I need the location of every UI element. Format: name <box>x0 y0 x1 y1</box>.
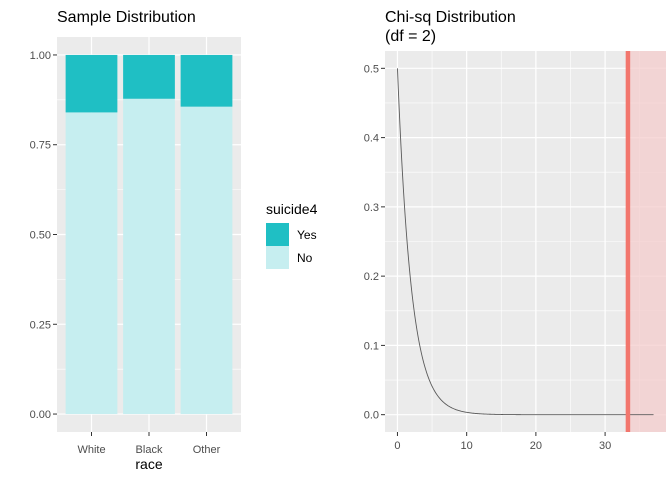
left-x-tick-label: White <box>77 444 105 456</box>
right-x-tick-label: 30 <box>599 440 611 452</box>
bar-other-yes <box>180 54 233 107</box>
right-chart-title-line-2: (df = 2) <box>385 28 436 45</box>
left-x-axis: White Black Other <box>77 432 221 456</box>
left-bars <box>65 54 233 415</box>
right-marks <box>397 51 666 432</box>
legend-title: suicide4 <box>266 201 318 217</box>
left-x-tick-label: Other <box>193 444 221 456</box>
left-x-tick-label: Black <box>136 444 163 456</box>
right-y-tick-label: 0.5 <box>364 63 379 75</box>
bar-white-no <box>65 112 118 415</box>
legend-swatch-yes <box>266 223 289 246</box>
right-chart: Chi-sq Distribution (df = 2) 0.00.10.20.… <box>364 9 666 452</box>
left-y-axis: 0.00 0.25 0.50 0.75 1.00 <box>30 50 57 421</box>
right-y-tick-label: 0.1 <box>364 340 379 352</box>
left-x-axis-title: race <box>135 456 162 472</box>
bar-black-no <box>123 98 175 415</box>
rejection-region <box>627 51 666 432</box>
legend-items: Yes No <box>266 223 317 269</box>
right-y-tick-label: 0.2 <box>364 271 379 283</box>
bar-other-no <box>180 106 233 415</box>
bar-black-yes <box>123 54 175 99</box>
left-y-tick-label: 0.75 <box>30 140 51 152</box>
legend-label-no: No <box>297 251 313 265</box>
right-y-tick-label: 0.3 <box>364 202 379 214</box>
right-y-tick-label: 0.0 <box>364 410 379 422</box>
left-y-tick-label: 0.00 <box>30 409 51 421</box>
right-chart-title-line-1: Chi-sq Distribution <box>385 9 516 26</box>
right-y-axis: 0.0 0.1 0.2 0.3 0.4 0.5 <box>364 63 385 422</box>
left-chart: Sample Distribution 0.00 0.25 0.50 0.75 1.00… <box>30 9 241 472</box>
right-x-tick-label: 20 <box>530 440 542 452</box>
bar-white-yes <box>65 54 118 113</box>
right-y-tick-label: 0.4 <box>364 133 379 145</box>
left-y-tick-label: 0.25 <box>30 319 51 331</box>
left-y-tick-label: 0.50 <box>30 230 51 242</box>
density-curve <box>397 68 654 416</box>
right-x-tick-label: 10 <box>461 440 473 452</box>
legend-label-yes: Yes <box>297 228 317 242</box>
right-gridlines <box>385 51 666 432</box>
left-chart-title: Sample Distribution <box>57 9 196 26</box>
left-y-tick-label: 1.00 <box>30 50 51 62</box>
legend-swatch-no <box>266 246 289 269</box>
right-x-axis: 0 10 20 30 <box>394 432 611 452</box>
right-x-tick-label: 0 <box>394 440 400 452</box>
legend: suicide4 Yes No <box>266 201 318 269</box>
